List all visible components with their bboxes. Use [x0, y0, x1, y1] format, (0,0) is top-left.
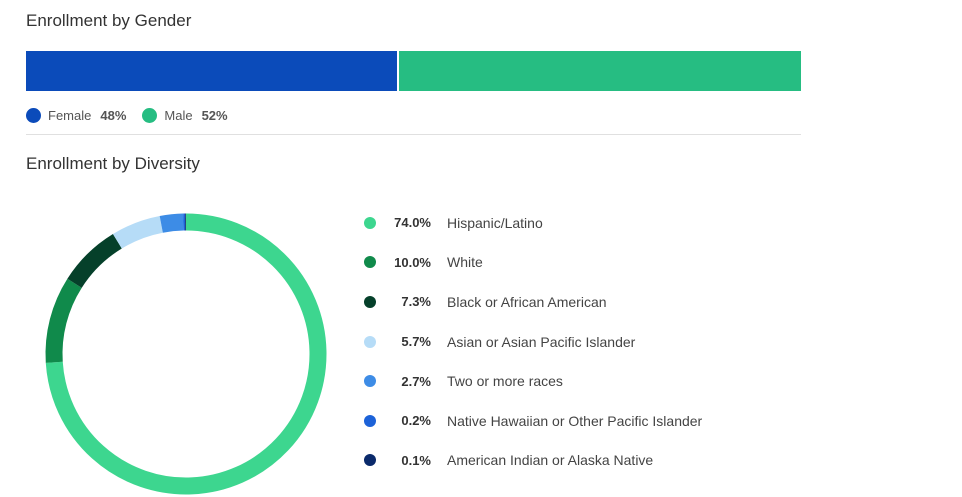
female-color-dot: [26, 108, 41, 123]
gender-bar-segment-female[interactable]: [26, 51, 398, 91]
legend-label: Hispanic/Latino: [447, 214, 543, 231]
donut-slice[interactable]: [112, 215, 164, 249]
diversity-legend: 74.0% Hispanic/Latino 10.0% White 7.3% B…: [364, 203, 702, 480]
legend-percent: 10.0%: [394, 254, 431, 270]
donut-slice[interactable]: [159, 213, 184, 233]
gender-chart-title: Enrollment by Gender: [26, 11, 192, 30]
legend-color-dot: [364, 454, 376, 467]
legend-percent: 2.7%: [401, 373, 431, 389]
diversity-legend-item: 10.0% White: [364, 243, 702, 283]
legend-color-dot: [364, 414, 376, 427]
gender-legend-item-female: Female 48%: [26, 108, 126, 123]
gender-legend-percent: 48%: [100, 108, 127, 123]
donut-slice[interactable]: [45, 213, 327, 495]
gender-stacked-bar: [26, 51, 801, 91]
legend-percent: 7.3%: [401, 294, 431, 310]
gender-legend-percent: 52%: [201, 108, 228, 123]
legend-color-dot: [364, 256, 376, 269]
gender-legend-item-male: Male 52%: [142, 108, 228, 123]
legend-percent: 5.7%: [401, 334, 431, 350]
legend-label: American Indian or Alaska Native: [447, 452, 654, 469]
diversity-legend-item: 7.3% Black or African American: [364, 282, 702, 322]
legend-label: Black or African American: [447, 293, 607, 310]
legend-label: Asian or Asian Pacific Islander: [447, 333, 636, 350]
gender-bar-segment-male[interactable]: [397, 51, 801, 91]
legend-percent: 0.1%: [401, 452, 431, 468]
legend-color-dot: [364, 375, 376, 388]
diversity-legend-item: 2.7% Two or more races: [364, 361, 702, 401]
diversity-legend-item: 5.7% Asian or Asian Pacific Islander: [364, 322, 702, 362]
legend-label: White: [447, 254, 483, 271]
legend-percent: 0.2%: [401, 413, 431, 429]
donut-slice[interactable]: [67, 233, 122, 289]
legend-label: Native Hawaiian or Other Pacific Islande…: [447, 412, 703, 429]
section-divider: [26, 134, 801, 135]
gender-legend-label: Female: [48, 108, 92, 123]
diversity-legend-item: 0.2% Native Hawaiian or Other Pacific Is…: [364, 401, 702, 441]
legend-color-dot: [364, 295, 376, 308]
diversity-legend-item: 0.1% American Indian or Alaska Native: [364, 441, 702, 481]
legend-color-dot: [364, 335, 376, 348]
legend-color-dot: [364, 216, 376, 229]
diversity-chart-title: Enrollment by Diversity: [26, 154, 200, 173]
donut-slice[interactable]: [45, 278, 82, 363]
gender-legend-label: Male: [164, 108, 193, 123]
legend-label: Two or more races: [447, 373, 563, 390]
male-color-dot: [142, 108, 158, 123]
diversity-legend-item: 74.0% Hispanic/Latino: [364, 203, 702, 243]
legend-percent: 74.0%: [394, 215, 431, 231]
gender-legend: Female 48% Male 52%: [26, 108, 244, 123]
diversity-donut-chart: [45, 213, 327, 495]
